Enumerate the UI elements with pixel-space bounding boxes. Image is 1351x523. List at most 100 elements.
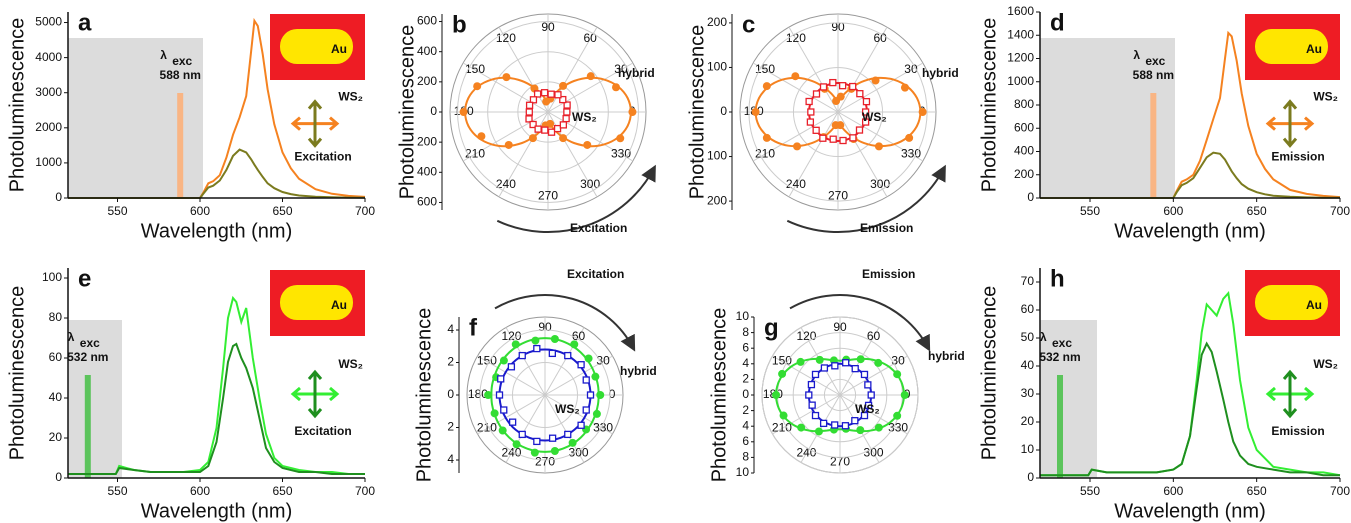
x-tick-label: 650: [272, 484, 292, 498]
x-tick-label: 700: [1330, 484, 1350, 498]
series-label: WS₂: [555, 402, 580, 416]
data-point: [547, 128, 556, 136]
grid-ring: [517, 81, 579, 143]
x-axis-title: Wavelength (nm): [141, 220, 293, 242]
data-point: [592, 409, 601, 418]
laser-symbol-sub: exc: [172, 54, 192, 68]
x-tick-label: 650: [272, 204, 292, 218]
r-tick-label: 100: [707, 149, 727, 163]
metal-rod: [1255, 29, 1328, 64]
data-point: [793, 142, 802, 151]
series-label: hybrid: [618, 66, 655, 80]
angle-label: 60: [867, 329, 881, 343]
spoke: [462, 111, 549, 162]
data-point: [796, 357, 805, 366]
data-point: [559, 95, 567, 104]
angle-label: 330: [901, 146, 921, 160]
angle-label: 270: [538, 188, 558, 202]
spoke: [752, 62, 839, 113]
data-point: [586, 391, 595, 399]
angle-label: 90: [538, 320, 552, 334]
x-tick-label: 700: [1330, 204, 1350, 218]
data-point: [525, 101, 534, 109]
data-point: [533, 437, 541, 446]
r-tick-label: 200: [707, 15, 727, 29]
laser-line: [177, 93, 184, 198]
y-tick-label: 70: [1021, 274, 1035, 288]
data-point: [871, 76, 880, 85]
data-point: [500, 406, 508, 414]
grid-ring: [457, 21, 639, 203]
y-tick-label: 80: [49, 310, 63, 324]
x-axis-title: Wavelength (nm): [1114, 500, 1266, 522]
y-axis-title: Photoluminescence: [396, 25, 418, 200]
angle-label: 210: [477, 421, 497, 435]
r-tick-label: 0: [742, 387, 749, 401]
x-tick-label: 600: [1163, 484, 1183, 498]
x-tick-label: 600: [190, 204, 210, 218]
r-tick-label: 8: [742, 450, 749, 464]
data-point: [856, 90, 864, 98]
substrate-label: WS₂: [1313, 357, 1338, 371]
y-tick-label: 5000: [35, 15, 62, 29]
data-point: [529, 120, 537, 129]
data-point: [591, 372, 600, 381]
data-point: [861, 108, 870, 116]
angle-label: 180: [468, 387, 488, 401]
data-point: [547, 90, 555, 98]
data-point: [838, 82, 847, 90]
mode-label: Excitation: [294, 149, 351, 163]
angle-label: 330: [888, 421, 908, 435]
data-point: [582, 406, 590, 414]
laser-label: 532 nm: [67, 350, 108, 364]
data-point: [473, 82, 482, 91]
data-point: [839, 136, 847, 145]
spoke: [788, 26, 839, 113]
y-tick-label: 40: [49, 390, 63, 404]
spoke: [788, 111, 839, 198]
x-tick-label: 550: [107, 204, 127, 218]
y-tick-label: 1000: [35, 155, 62, 169]
data-point: [502, 73, 511, 82]
data-point: [772, 391, 781, 399]
data-point: [829, 78, 837, 87]
data-point: [563, 101, 571, 109]
rotation-arrow: [789, 294, 931, 352]
data-point: [842, 359, 850, 367]
data-point: [507, 363, 516, 371]
y-axis-title: Photoluminescence: [978, 286, 1000, 461]
y-tick-label: 4000: [35, 50, 62, 64]
data-point: [836, 121, 845, 130]
r-tick-label: 100: [707, 60, 727, 74]
grid-ring: [512, 362, 578, 428]
y-tick-label: 600: [1014, 120, 1034, 134]
grid-ring: [823, 378, 857, 412]
metal-label: Au: [331, 42, 347, 56]
r-tick-label: 4: [447, 452, 454, 466]
data-point: [570, 340, 579, 349]
spectrum-line: [1040, 341, 1340, 477]
data-point: [504, 140, 513, 149]
data-point: [814, 427, 823, 436]
r-tick-label: 2: [742, 372, 749, 386]
data-point: [762, 133, 771, 142]
y-tick-label: 1600: [1007, 4, 1034, 18]
x-tick-label: 600: [1163, 204, 1183, 218]
y-tick-label: 1200: [1007, 51, 1034, 65]
data-point: [499, 356, 508, 365]
data-point: [806, 118, 815, 126]
r-tick-label: 6: [742, 340, 749, 354]
grid-ring: [792, 347, 888, 443]
data-point: [616, 134, 625, 143]
metal-rod: [280, 29, 353, 64]
r-tick-label: 2: [742, 403, 749, 417]
rotation-arrow: [786, 164, 946, 234]
spoke: [837, 62, 924, 113]
data-point: [829, 135, 837, 143]
laser-label: 532 nm: [1039, 350, 1080, 364]
angle-label: 90: [833, 320, 847, 334]
r-tick-label: 0: [447, 387, 454, 401]
y-axis-title: Photoluminescence: [978, 18, 1000, 193]
spectrum-line: [68, 342, 365, 475]
data-point: [508, 418, 517, 426]
